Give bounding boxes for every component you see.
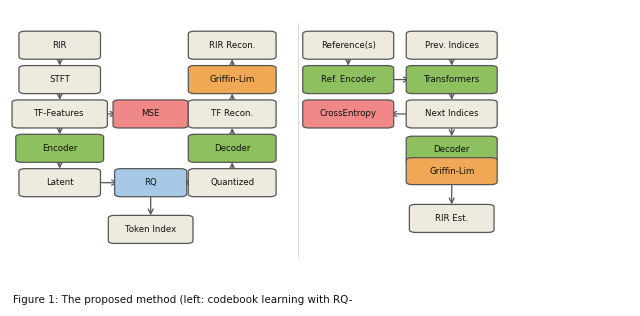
Text: Encoder: Encoder xyxy=(42,144,77,153)
FancyBboxPatch shape xyxy=(188,65,276,94)
FancyBboxPatch shape xyxy=(108,216,193,243)
Text: Griffin-Lim: Griffin-Lim xyxy=(429,167,474,176)
Text: Decoder: Decoder xyxy=(433,145,470,154)
Text: TF Recon.: TF Recon. xyxy=(211,109,253,118)
Text: Griffin-Lim: Griffin-Lim xyxy=(209,75,255,84)
Text: RIR Est.: RIR Est. xyxy=(435,214,468,223)
Text: RQ: RQ xyxy=(144,178,157,187)
FancyBboxPatch shape xyxy=(303,100,394,128)
Text: CrossEntropy: CrossEntropy xyxy=(320,109,377,118)
Text: Token Index: Token Index xyxy=(125,225,176,234)
Text: Decoder: Decoder xyxy=(214,144,250,153)
Text: Quantized: Quantized xyxy=(210,178,254,187)
FancyBboxPatch shape xyxy=(303,31,394,59)
FancyBboxPatch shape xyxy=(410,204,494,233)
FancyBboxPatch shape xyxy=(115,169,187,197)
FancyBboxPatch shape xyxy=(188,169,276,197)
FancyBboxPatch shape xyxy=(113,100,188,128)
Text: Transformers: Transformers xyxy=(424,75,480,84)
FancyBboxPatch shape xyxy=(16,134,104,162)
FancyBboxPatch shape xyxy=(406,100,497,128)
FancyBboxPatch shape xyxy=(12,100,108,128)
FancyBboxPatch shape xyxy=(188,134,276,162)
FancyBboxPatch shape xyxy=(406,65,497,94)
Text: Reference(s): Reference(s) xyxy=(321,41,376,50)
FancyBboxPatch shape xyxy=(406,31,497,59)
FancyBboxPatch shape xyxy=(19,65,100,94)
Text: Prev. Indices: Prev. Indices xyxy=(425,41,479,50)
FancyBboxPatch shape xyxy=(406,158,497,185)
FancyBboxPatch shape xyxy=(19,31,100,59)
Text: Ref. Encoder: Ref. Encoder xyxy=(321,75,375,84)
Text: STFT: STFT xyxy=(49,75,70,84)
FancyBboxPatch shape xyxy=(303,65,394,94)
Text: Figure 1: The proposed method (left: codebook learning with RQ-: Figure 1: The proposed method (left: cod… xyxy=(13,295,352,305)
Text: RIR Recon.: RIR Recon. xyxy=(209,41,255,50)
Text: TF-Features: TF-Features xyxy=(35,109,85,118)
Text: Latent: Latent xyxy=(46,178,74,187)
FancyBboxPatch shape xyxy=(188,31,276,59)
FancyBboxPatch shape xyxy=(188,100,276,128)
FancyBboxPatch shape xyxy=(406,136,497,163)
Text: RIR: RIR xyxy=(52,41,67,50)
Text: MSE: MSE xyxy=(141,109,160,118)
Text: Next Indices: Next Indices xyxy=(425,109,479,118)
FancyBboxPatch shape xyxy=(19,169,100,197)
